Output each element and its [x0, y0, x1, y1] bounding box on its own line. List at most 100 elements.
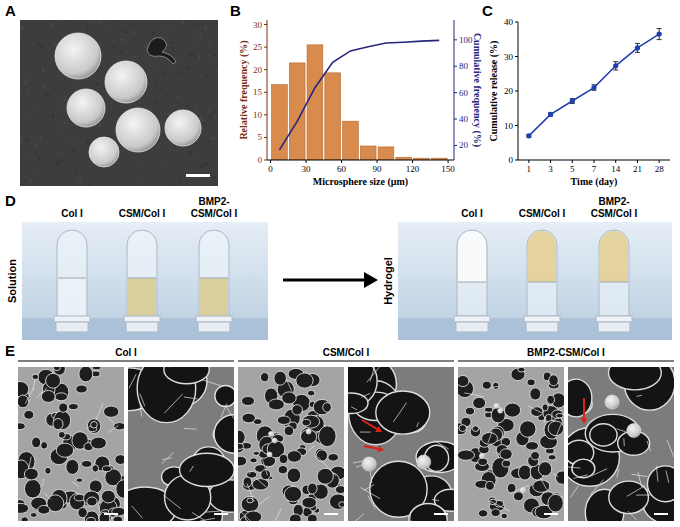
sem-noise	[49, 91, 51, 93]
sem-noise	[201, 103, 204, 106]
x-tick	[448, 160, 449, 163]
pore	[313, 399, 331, 414]
pore	[45, 467, 51, 474]
histogram-bar	[343, 121, 359, 160]
sem-noise	[188, 20, 190, 21]
microsphere	[89, 137, 119, 167]
pore	[18, 503, 29, 513]
sem-noise	[86, 141, 89, 144]
marker	[526, 133, 531, 138]
pore	[527, 379, 535, 386]
sem-image	[18, 367, 124, 521]
pore	[76, 478, 83, 482]
meniscus	[200, 278, 228, 279]
marker	[613, 63, 618, 68]
sem-noise	[188, 27, 190, 29]
fiber	[225, 406, 234, 424]
x-tick	[572, 160, 573, 163]
pore	[458, 375, 469, 386]
error-bar	[613, 62, 618, 70]
sem-noise	[33, 170, 35, 172]
sem-noise	[52, 114, 55, 117]
tube-cap	[126, 322, 158, 332]
gel	[600, 231, 628, 282]
fiber	[132, 506, 143, 518]
microsphere	[605, 395, 619, 409]
pore	[18, 423, 25, 430]
y-tick-label: 20	[253, 65, 263, 75]
pore	[76, 385, 88, 393]
pore	[274, 371, 287, 385]
pore	[245, 511, 262, 521]
fiber	[42, 479, 43, 486]
y2-axis	[454, 20, 455, 160]
sem-noise	[118, 20, 121, 21]
sem-noise	[52, 105, 53, 106]
sem-noise	[22, 92, 25, 95]
sem-noise	[136, 52, 138, 54]
sem-image	[348, 367, 454, 521]
sem-noise	[71, 150, 75, 154]
marker	[591, 85, 596, 90]
x-axis-title: Microsphere size (μm)	[313, 176, 408, 188]
pore	[308, 390, 315, 396]
pore	[478, 458, 488, 466]
pore	[473, 397, 486, 408]
pore	[215, 385, 234, 406]
fiber	[638, 472, 642, 487]
group-underline	[18, 360, 234, 361]
sem-noise	[39, 137, 42, 140]
pore	[116, 480, 124, 499]
pore	[302, 497, 316, 508]
sem-noise	[37, 157, 40, 160]
sem-noise	[169, 170, 170, 171]
sem-noise	[170, 41, 173, 44]
x-axis-title: Time (day)	[571, 176, 618, 188]
tube-cap	[198, 322, 230, 332]
liquid	[58, 278, 86, 316]
y-tick-label: 20	[504, 86, 514, 96]
sem-noise	[207, 112, 209, 114]
sem-background	[18, 367, 124, 521]
pore	[500, 449, 512, 460]
x-tick	[550, 160, 551, 163]
pore	[260, 373, 268, 382]
y-tick-label: 0	[258, 155, 263, 165]
sem-noise	[53, 43, 56, 46]
sem-noise	[114, 24, 116, 26]
sem-noise	[195, 49, 198, 52]
fiber	[162, 458, 171, 460]
sem-noise	[30, 113, 32, 115]
pore	[548, 494, 563, 512]
sem-noise	[24, 81, 28, 85]
red-arrow	[364, 446, 378, 449]
pore	[164, 367, 209, 384]
fiber	[528, 406, 542, 413]
microsphere	[67, 89, 105, 127]
pore	[609, 481, 649, 513]
sem-noise	[194, 76, 196, 78]
sem-noise	[62, 128, 64, 130]
sem-noise	[160, 120, 162, 122]
pore	[287, 468, 301, 483]
scale-bar	[434, 513, 448, 515]
scale-bar	[186, 174, 210, 177]
pore	[548, 455, 556, 461]
fiber	[356, 465, 363, 467]
sem-noise	[198, 77, 200, 79]
state-label: Hydrogel	[382, 257, 394, 305]
error-bar	[635, 43, 640, 52]
tube-cap	[596, 316, 632, 322]
sem-noise	[84, 153, 86, 155]
sem-image-a	[20, 20, 218, 186]
sem-image	[458, 367, 564, 521]
sem-noise	[177, 95, 180, 98]
sem-noise	[71, 140, 72, 141]
fiber	[192, 513, 210, 521]
sem-noise	[40, 44, 43, 47]
x-tick	[412, 160, 413, 163]
fiber	[368, 496, 375, 509]
sem-noise	[20, 36, 22, 38]
y2-tick	[454, 39, 457, 40]
pore	[92, 465, 99, 472]
